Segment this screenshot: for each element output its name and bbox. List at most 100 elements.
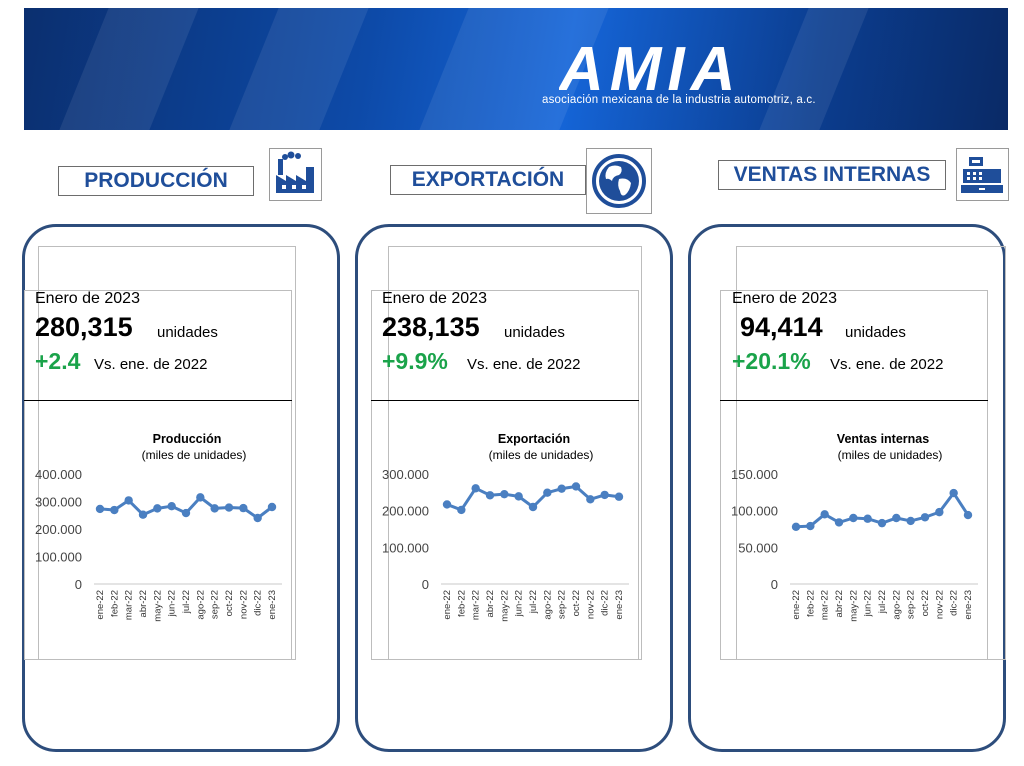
data-point — [543, 488, 552, 497]
divider — [720, 400, 988, 401]
globe-icon — [586, 148, 652, 214]
x-tick-label: ene-22 — [442, 590, 453, 620]
data-point — [849, 513, 858, 523]
data-point — [949, 488, 958, 498]
data-point — [138, 510, 148, 519]
data-point — [791, 522, 801, 531]
chart-title: Exportación — [498, 432, 570, 446]
banner-tagline: asociación mexicana de la industria auto… — [542, 94, 816, 106]
x-tick-label: may-22 — [499, 590, 510, 622]
x-tick-label: dic-22 — [949, 590, 960, 616]
data-point — [514, 492, 523, 501]
chart-title: Producción — [153, 432, 222, 446]
data-point — [210, 504, 219, 513]
data-point — [528, 502, 538, 512]
y-tick-label: 0 — [75, 577, 82, 592]
kpi-compare: Vs. ene. de 2022 — [94, 356, 208, 373]
x-tick-label: feb-22 — [456, 590, 467, 617]
chart-ventas-internas: Ventas internas (miles de unidades) 0 50.00… — [731, 432, 978, 622]
x-tick-label: nov-22 — [934, 590, 945, 619]
data-point — [600, 490, 609, 500]
x-tick-label: oct-22 — [920, 590, 931, 616]
x-tick-label: jun-22 — [167, 590, 178, 617]
x-tick-label: may-22 — [152, 590, 163, 622]
x-tick-label: ene-23 — [963, 590, 974, 620]
x-tick-label: may-22 — [848, 590, 859, 622]
x-tick-label: mar-22 — [820, 590, 831, 620]
kpi-unit: unidades — [157, 324, 218, 341]
data-point — [935, 507, 944, 517]
header-banner: AMIA asociación mexicana de la industria… — [24, 8, 1008, 130]
card-produccion — [22, 224, 340, 752]
y-tick-label: 0 — [422, 577, 429, 592]
x-tick-label: mar-22 — [124, 590, 135, 620]
svg-text:AMIA: AMIA — [559, 42, 741, 94]
data-point — [471, 484, 480, 493]
x-tick-label: ene-23 — [267, 590, 278, 620]
data-point — [181, 508, 191, 518]
kpi-compare: Vs. ene. de 2022 — [830, 356, 944, 373]
data-point — [239, 503, 248, 513]
data-point — [196, 493, 205, 502]
x-tick-label: sep-22 — [210, 590, 221, 619]
x-tick-label: oct-22 — [571, 590, 582, 616]
x-tick-label: feb-22 — [805, 590, 816, 617]
chart-produccion: Producción (miles de unidades) 0 100.000 200… — [35, 432, 282, 622]
chart-subtitle: (miles de unidades) — [489, 448, 594, 462]
y-tick-label: 300.000 — [382, 467, 429, 482]
y-tick-label: 100.000 — [382, 540, 429, 555]
section-title-ventas-internas: VENTAS INTERNAS — [718, 160, 946, 190]
card-frame — [371, 290, 639, 660]
card-frame — [720, 290, 988, 660]
x-tick-label: abr-22 — [834, 590, 845, 617]
y-tick-label: 50.000 — [738, 540, 778, 555]
data-point — [906, 516, 915, 526]
data-point — [153, 504, 162, 513]
data-point — [457, 505, 466, 515]
x-tick-label: sep-22 — [557, 590, 568, 619]
data-point — [485, 491, 495, 500]
card-frame — [24, 290, 292, 660]
x-tick-label: ago-22 — [891, 590, 902, 620]
data-point — [806, 521, 815, 531]
x-tick-label: nov-22 — [585, 590, 596, 619]
data-point — [863, 514, 872, 523]
kpi-change: +20.1% — [732, 348, 811, 374]
y-tick-label: 100.000 — [35, 550, 82, 565]
data-point — [586, 495, 595, 504]
x-tick-label: dic-22 — [253, 590, 264, 616]
x-tick-label: dic-22 — [600, 590, 611, 616]
data-point — [920, 513, 930, 522]
kpi-change: +9.9% — [382, 348, 448, 374]
chart-title: Ventas internas — [837, 432, 929, 446]
y-tick-label: 0 — [771, 577, 778, 592]
data-point — [963, 510, 973, 520]
kpi-value: 94,414 — [740, 312, 823, 342]
data-point — [224, 503, 234, 512]
kpi-period: Enero de 2023 — [732, 290, 837, 307]
data-point — [442, 500, 452, 509]
kpi-period: Enero de 2023 — [35, 290, 140, 307]
x-tick-label: ene-22 — [791, 590, 802, 620]
kpi-unit: unidades — [845, 324, 906, 341]
y-tick-label: 100.000 — [731, 504, 778, 519]
x-tick-label: ene-22 — [95, 590, 106, 620]
x-tick-label: sep-22 — [906, 590, 917, 619]
y-tick-label: 300.000 — [35, 495, 82, 510]
y-tick-label: 400.000 — [35, 467, 82, 482]
section-title-exportacion: EXPORTACIÓN — [390, 165, 586, 195]
data-point — [877, 518, 887, 528]
x-tick-label: feb-22 — [109, 590, 120, 617]
kpi-compare: Vs. ene. de 2022 — [467, 356, 581, 373]
kpi-value: 238,135 — [382, 312, 480, 342]
x-tick-label: ene-23 — [614, 590, 625, 620]
chart-exportacion: Exportación (miles de unidades) 0 100.000 20… — [382, 432, 629, 622]
factory-icon — [269, 148, 322, 201]
chart-subtitle: (miles de unidades) — [838, 448, 943, 462]
amia-logo: AMIA — [559, 42, 741, 94]
data-point — [253, 513, 262, 523]
data-point — [557, 484, 566, 493]
x-tick-label: abr-22 — [485, 590, 496, 617]
kpi-change: +2.4 — [35, 348, 81, 374]
data-point — [571, 482, 581, 491]
